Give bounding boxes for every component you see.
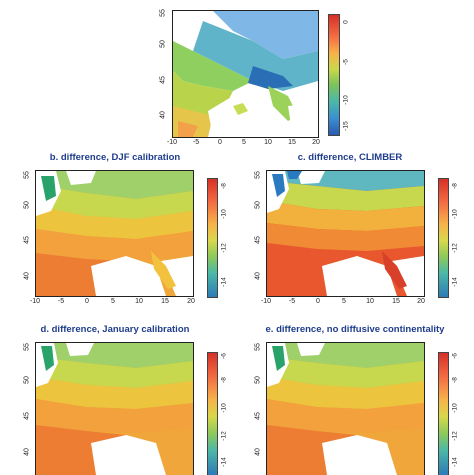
map-b <box>35 170 194 297</box>
y-tick: 40 <box>254 272 262 280</box>
x-tick: 15 <box>392 298 400 305</box>
y-tick: 50 <box>23 201 31 209</box>
x-tick: 0 <box>85 298 89 305</box>
x-tick: 15 <box>161 298 169 305</box>
x-tick: 5 <box>242 139 246 146</box>
colorbar-tick: 0 <box>342 20 350 24</box>
x-tick: 15 <box>288 139 296 146</box>
colorbar-tick: -8 <box>220 183 228 189</box>
y-tick: 45 <box>159 76 167 84</box>
x-tick: 20 <box>417 298 425 305</box>
colorbar-tick: -14 <box>451 277 459 287</box>
x-tick: 10 <box>366 298 374 305</box>
colorbar-tick: -14 <box>220 277 228 287</box>
colorbar-tick: -15 <box>342 121 350 131</box>
map-d-svg <box>36 343 193 475</box>
y-tick: 40 <box>23 448 31 456</box>
panel-title: c. difference, CLIMBER <box>297 152 403 163</box>
map-e <box>266 342 425 475</box>
y-tick: 45 <box>23 412 31 420</box>
colorbar-tick: -14 <box>451 457 459 467</box>
x-tick: -10 <box>260 298 272 305</box>
map-c-svg <box>267 171 424 296</box>
colorbar-tick: -12 <box>220 431 228 441</box>
colorbar-e <box>438 352 449 475</box>
colorbar-tick: -10 <box>451 403 459 413</box>
x-tick: -5 <box>288 298 296 305</box>
y-tick: 55 <box>254 343 262 351</box>
x-tick: 5 <box>342 298 346 305</box>
colorbar-c <box>438 178 449 298</box>
y-tick: 45 <box>254 412 262 420</box>
colorbar-tick: -8 <box>451 377 459 383</box>
map-a <box>172 10 319 138</box>
y-tick: 45 <box>23 236 31 244</box>
colorbar-tick: -12 <box>451 243 459 253</box>
y-tick: 50 <box>254 201 262 209</box>
x-tick: 10 <box>135 298 143 305</box>
x-tick: -10 <box>29 298 41 305</box>
colorbar-a <box>328 14 340 136</box>
y-tick: 50 <box>159 40 167 48</box>
x-tick: 5 <box>111 298 115 305</box>
panel-title: d. difference, January calibration <box>40 324 190 335</box>
x-tick: 20 <box>312 139 320 146</box>
y-tick: 55 <box>159 9 167 17</box>
colorbar-tick: -12 <box>220 243 228 253</box>
colorbar-tick: -5 <box>342 59 350 65</box>
y-tick: 45 <box>254 236 262 244</box>
panel-title: e. difference, no diffusive continentali… <box>265 324 445 335</box>
y-tick: 40 <box>159 111 167 119</box>
y-tick: 50 <box>23 376 31 384</box>
map-b-svg <box>36 171 193 296</box>
colorbar-d <box>207 352 218 475</box>
map-d <box>35 342 194 475</box>
y-tick: 55 <box>23 343 31 351</box>
colorbar-tick: -6 <box>220 353 228 359</box>
y-tick: 40 <box>254 448 262 456</box>
map-c <box>266 170 425 297</box>
colorbar-tick: -10 <box>220 403 228 413</box>
x-tick: -5 <box>57 298 65 305</box>
colorbar-tick: -6 <box>451 353 459 359</box>
x-tick: 0 <box>218 139 222 146</box>
x-tick: -10 <box>166 139 178 146</box>
x-tick: 0 <box>316 298 320 305</box>
y-tick: 55 <box>23 171 31 179</box>
y-tick: 50 <box>254 376 262 384</box>
colorbar-tick: -10 <box>220 209 228 219</box>
colorbar-b <box>207 178 218 298</box>
colorbar-tick: -8 <box>451 183 459 189</box>
y-tick: 55 <box>254 171 262 179</box>
x-tick: 10 <box>264 139 272 146</box>
x-tick: -5 <box>192 139 200 146</box>
map-a-svg <box>173 11 318 137</box>
panel-title: b. difference, DJF calibration <box>49 152 181 163</box>
colorbar-tick: -10 <box>342 95 350 105</box>
colorbar-tick: -12 <box>451 431 459 441</box>
colorbar-tick: -8 <box>220 377 228 383</box>
map-e-svg <box>267 343 424 475</box>
colorbar-tick: -14 <box>220 457 228 467</box>
colorbar-tick: -10 <box>451 209 459 219</box>
y-tick: 40 <box>23 272 31 280</box>
x-tick: 20 <box>187 298 195 305</box>
